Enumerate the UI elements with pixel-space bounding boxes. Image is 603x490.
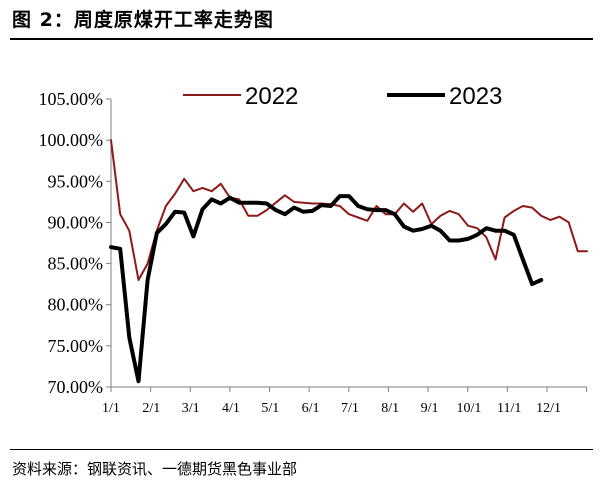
y-tick-label: 85.00% — [48, 254, 104, 274]
y-tick-label: 80.00% — [48, 295, 104, 315]
x-tick-label: 8/1 — [381, 401, 399, 416]
x-tick-label: 1/1 — [102, 401, 120, 416]
y-tick-label: 95.00% — [48, 171, 104, 191]
series-line-2022 — [110, 139, 588, 281]
x-tick-label: 10/1 — [456, 401, 481, 416]
figure-title: 图 2：周度原煤开工率走势图 — [12, 9, 274, 31]
x-tick-label: 9/1 — [421, 401, 439, 416]
x-tick-label: 12/1 — [536, 401, 561, 416]
title-rule — [10, 38, 593, 40]
y-tick-label: 105.00% — [39, 89, 104, 109]
y-tick-label: 70.00% — [48, 377, 104, 397]
x-tick-label: 4/1 — [222, 401, 240, 416]
series-line-2023 — [109, 194, 544, 384]
x-tick-label: 11/1 — [497, 401, 521, 416]
legend-label-2023: 2023 — [449, 83, 502, 110]
y-tick-label: 100.00% — [39, 130, 104, 150]
x-tick-label: 3/1 — [182, 401, 200, 416]
x-tick-label: 2/1 — [142, 401, 160, 416]
x-tick-label: 5/1 — [261, 401, 279, 416]
source-rule — [10, 449, 593, 450]
source-note: 资料来源：钢联资讯、一德期货黑色事业部 — [12, 460, 298, 478]
legend-label-2022: 2022 — [245, 83, 298, 110]
x-tick-label: 6/1 — [302, 401, 320, 416]
x-tick-label: 7/1 — [341, 401, 359, 416]
line-chart: 105.00% 100.00% 95.00% 90.00% 85.00% 80.00% 75… — [39, 83, 588, 416]
y-tick-label: 90.00% — [48, 212, 104, 232]
y-tick-label: 75.00% — [48, 336, 104, 356]
chart-panel: 105.00% 100.00% 95.00% 90.00% 85.00% 80.00% 75… — [15, 54, 591, 438]
